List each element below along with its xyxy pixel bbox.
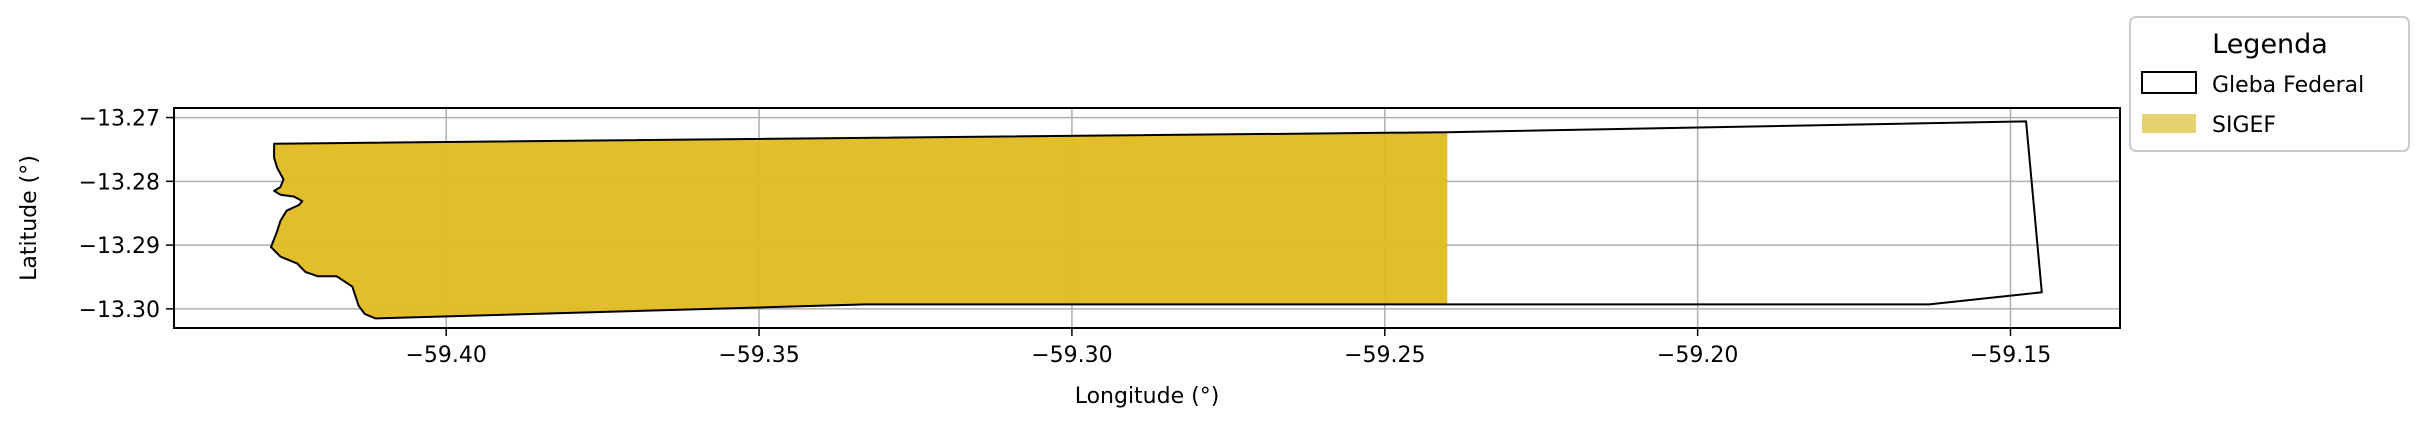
y-tick-label: −13.27 [79,107,160,132]
legend: Legenda Gleba Federal SIGEF [2129,16,2410,152]
x-tick-label: −59.40 [405,343,486,368]
legend-box [2129,16,2410,152]
x-tick-label: −59.30 [1031,343,1112,368]
sigef-polygon [271,132,1448,319]
legend-label-gleba-federal: Gleba Federal [2212,73,2364,98]
y-tick-label: −13.28 [79,170,160,195]
x-axis-ticks: −59.40 −59.35 −59.30 −59.25 −59.20 −59.15 [405,328,2051,368]
legend-swatch-sigef [2142,114,2196,133]
y-tick-label: −13.30 [79,298,160,323]
sigef-layer [271,132,1448,319]
legend-label-sigef: SIGEF [2212,113,2276,138]
x-tick-label: −59.35 [718,343,799,368]
legend-swatch-gleba-federal [2141,71,2197,94]
x-axis-label: Longitude (°) [1075,384,1220,409]
plot-area: −59.40 −59.35 −59.30 −59.25 −59.20 −59.15 −13… [79,107,2121,368]
y-tick-label: −13.29 [79,234,160,259]
y-axis-label: Latitude (°) [17,155,42,281]
y-axis-ticks: −13.27 −13.28 −13.29 −13.30 [79,107,174,323]
x-tick-label: −59.25 [1344,343,1425,368]
x-tick-label: −59.15 [1970,343,2051,368]
gleba-federal-layer [270,120,2043,320]
plot-frame [173,107,2121,329]
gleba-federal-polygon [270,120,2043,320]
legend-title: Legenda [2212,29,2328,60]
x-tick-label: −59.20 [1657,343,1738,368]
